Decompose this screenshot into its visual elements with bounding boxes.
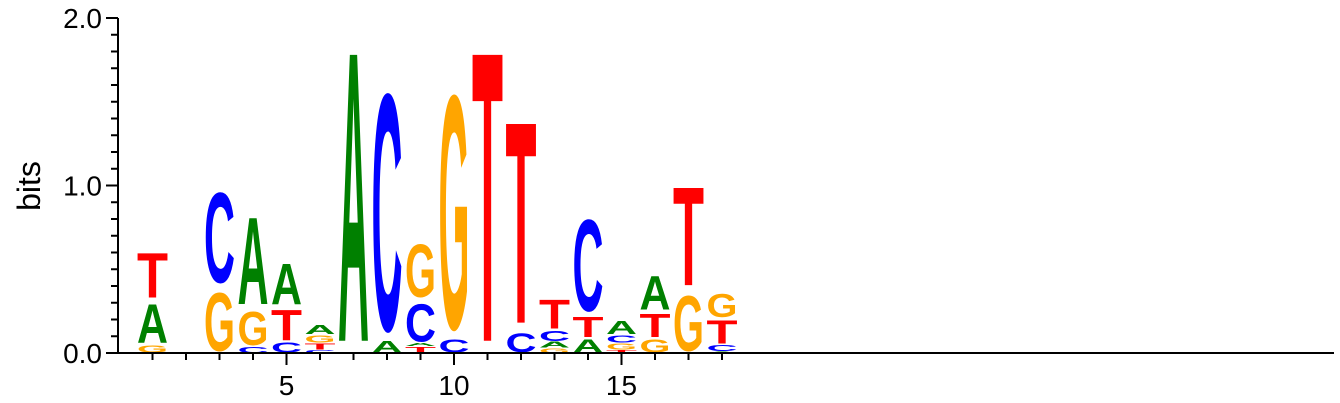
logo-letter-c: C (305, 349, 336, 354)
logo-letter-t: T (539, 291, 570, 338)
logo-letter-a: A (640, 267, 671, 321)
logo-letter-a: A (238, 192, 269, 331)
logo-letter-c: C (405, 294, 436, 354)
svg-text:A: A (238, 192, 269, 331)
logo-letter-c: C (539, 328, 570, 344)
logo-letter-c: C (707, 344, 738, 353)
logo-letter-a: A (305, 323, 336, 337)
logo-letter-a: A (137, 292, 168, 355)
logo-letter-t: T (673, 159, 704, 316)
y-tick-label: 2.0 (63, 3, 102, 34)
svg-text:T: T (673, 159, 704, 316)
y-axis-label: bits (11, 161, 47, 211)
svg-text:A: A (573, 336, 604, 357)
svg-text:C: C (372, 25, 403, 402)
logo-letter-t: T (305, 342, 336, 351)
svg-text:G: G (640, 336, 671, 357)
logo-letter-g: G (405, 230, 436, 314)
logo-letter-g: G (640, 336, 671, 357)
svg-text:C: C (271, 339, 302, 355)
logo-letter-a: A (405, 342, 436, 347)
svg-text:C: C (238, 345, 269, 354)
svg-text:A: A (338, 0, 369, 403)
y-tick-label: 1.0 (63, 171, 102, 202)
logo-letter-t: T (271, 301, 302, 350)
logo-letter-g: G (137, 344, 168, 355)
svg-text:G: G (707, 287, 738, 324)
svg-text:T: T (707, 314, 738, 351)
logo-letter-a: A (372, 338, 403, 356)
logo-letter-a: A (573, 336, 604, 357)
logo-letter-c: C (238, 345, 269, 354)
logo-letter-a: A (271, 252, 302, 317)
svg-text:A: A (271, 252, 302, 317)
svg-text:T: T (573, 311, 604, 343)
logo-letter-t: T (640, 307, 671, 344)
svg-text:C: C (204, 167, 235, 311)
svg-text:A: A (405, 342, 436, 347)
svg-text:A: A (539, 340, 570, 349)
svg-text:C: C (539, 328, 570, 344)
svg-text:T: T (405, 345, 436, 354)
svg-text:T: T (305, 342, 336, 351)
logo-letter-t: T (137, 241, 168, 312)
svg-text:A: A (640, 267, 671, 321)
svg-text:T: T (539, 291, 570, 338)
x-tick-label: 10 (438, 370, 469, 401)
logo-letter-g: G (539, 347, 570, 354)
svg-text:G: G (405, 230, 436, 314)
svg-text:C: C (606, 333, 637, 345)
logo-letter-a: A (338, 0, 369, 403)
logo-letter-t: T (506, 61, 537, 384)
svg-text:G: G (439, 26, 470, 400)
logo-letter-a: A (539, 340, 570, 349)
svg-text:A: A (372, 338, 403, 356)
logo-letter-t: T (573, 311, 604, 343)
svg-text:T: T (271, 301, 302, 350)
svg-text:G: G (305, 334, 336, 345)
logo-letter-g: G (439, 26, 470, 400)
svg-text:T: T (137, 241, 168, 312)
logo-letter-c: C (606, 333, 637, 345)
logo-letter-t: T (472, 0, 503, 403)
svg-text:T: T (472, 0, 503, 403)
svg-text:G: G (539, 347, 570, 354)
svg-text:A: A (137, 292, 168, 355)
logo-letter-t: T (707, 314, 738, 351)
logo-letter-t: T (405, 345, 436, 354)
logo-letter-g: G (606, 342, 637, 351)
svg-text:C: C (305, 349, 336, 354)
logo-letter-t: T (606, 349, 637, 354)
svg-text:T: T (506, 61, 537, 384)
logo-letter-c: C (204, 167, 235, 311)
svg-text:A: A (305, 323, 336, 337)
logo-letter-g: G (238, 303, 269, 356)
svg-text:C: C (439, 336, 470, 357)
svg-text:G: G (606, 342, 637, 351)
svg-text:C: C (707, 344, 738, 353)
logo-letter-g: G (707, 287, 738, 324)
logo-letter-c: C (372, 25, 403, 402)
svg-text:C: C (573, 192, 604, 338)
logo-letter-c: C (573, 192, 604, 338)
logo-letter-g: G (305, 334, 336, 345)
axes: 0.0 1.0 2.0 5 10 15 (63, 3, 1334, 401)
x-tick-label: 5 (279, 370, 295, 401)
svg-text:T: T (640, 307, 671, 344)
logo-letter-c: C (271, 339, 302, 355)
svg-text:A: A (606, 318, 637, 339)
logo-letter-c: C (439, 336, 470, 357)
svg-text:C: C (405, 294, 436, 354)
svg-text:G: G (137, 344, 168, 355)
x-tick-label: 15 (606, 370, 637, 401)
svg-text:T: T (606, 349, 637, 354)
svg-text:G: G (238, 303, 269, 356)
y-tick-label: 0.0 (63, 338, 102, 369)
logo-letter-a: A (606, 318, 637, 339)
